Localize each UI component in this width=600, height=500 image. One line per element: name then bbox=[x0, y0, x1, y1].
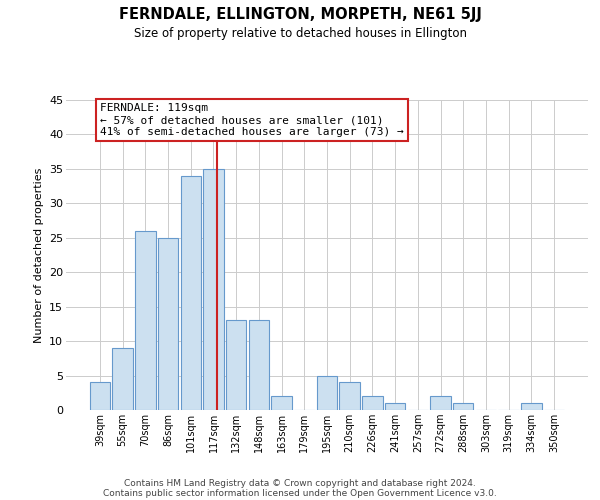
Text: Contains HM Land Registry data © Crown copyright and database right 2024.: Contains HM Land Registry data © Crown c… bbox=[124, 478, 476, 488]
Bar bbox=[158, 238, 178, 410]
Bar bbox=[248, 320, 269, 410]
Bar bbox=[317, 376, 337, 410]
Bar bbox=[271, 396, 292, 410]
Bar bbox=[90, 382, 110, 410]
Bar bbox=[362, 396, 383, 410]
Bar bbox=[385, 403, 406, 410]
Bar bbox=[181, 176, 201, 410]
Text: FERNDALE, ELLINGTON, MORPETH, NE61 5JJ: FERNDALE, ELLINGTON, MORPETH, NE61 5JJ bbox=[119, 8, 481, 22]
Y-axis label: Number of detached properties: Number of detached properties bbox=[34, 168, 44, 342]
Bar bbox=[521, 403, 542, 410]
Bar bbox=[135, 231, 155, 410]
Text: FERNDALE: 119sqm
← 57% of detached houses are smaller (101)
41% of semi-detached: FERNDALE: 119sqm ← 57% of detached house… bbox=[100, 104, 404, 136]
Bar bbox=[112, 348, 133, 410]
Text: Contains public sector information licensed under the Open Government Licence v3: Contains public sector information licen… bbox=[103, 488, 497, 498]
Bar bbox=[340, 382, 360, 410]
Bar bbox=[453, 403, 473, 410]
Text: Size of property relative to detached houses in Ellington: Size of property relative to detached ho… bbox=[133, 28, 467, 40]
Bar bbox=[203, 169, 224, 410]
Bar bbox=[430, 396, 451, 410]
Bar bbox=[226, 320, 247, 410]
